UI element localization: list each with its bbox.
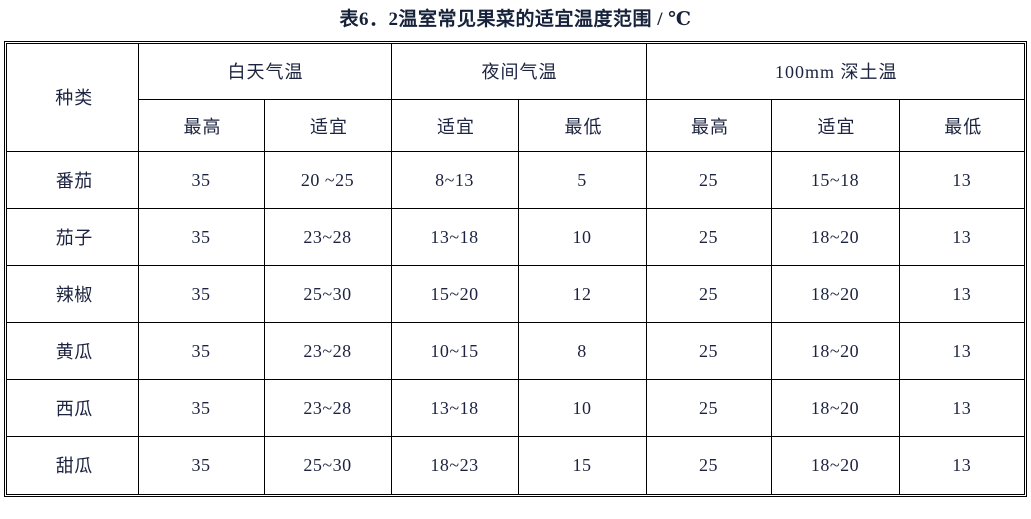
table-row: 番茄 35 20 ~25 8~13 5 25 15~18 13 [7,151,1024,210]
cell-kind: 番茄 [7,151,139,210]
cell-soil-max: 25 [645,436,772,494]
cell-night-optimal: 18~23 [390,436,519,494]
cell-soil-optimal: 18~20 [770,208,900,267]
cell-soil-min: 13 [898,208,1024,267]
cell-night-min: 15 [517,436,647,494]
cell-daytime-optimal: 23~28 [263,379,392,438]
header-sub-soil-optimal: 适宜 [770,99,900,153]
temperature-range-table: 种类 白天气温 夜间气温 100mm 深土温 最高 适宜 适宜 最低 最高 适宜… [7,43,1024,494]
cell-night-min: 12 [517,265,647,324]
cell-soil-max: 25 [645,379,772,438]
cell-soil-min: 13 [898,265,1024,324]
cell-soil-max: 25 [645,208,772,267]
header-group-soil-temp: 100mm 深土温 [645,43,1024,101]
table-title: 表6．2温室常见果菜的适宜温度范围 / ℃ [339,9,692,30]
cell-daytime-max: 35 [137,265,265,324]
cell-soil-min: 13 [898,322,1024,381]
header-kind: 种类 [7,43,139,153]
cell-soil-optimal: 15~18 [770,151,900,210]
table-row: 西瓜 35 23~28 13~18 10 25 18~20 13 [7,379,1024,438]
header-row-groups: 种类 白天气温 夜间气温 100mm 深土温 [7,43,1024,153]
cell-night-min: 8 [517,322,647,381]
cell-night-optimal: 13~18 [390,379,519,438]
table-body: 番茄 35 20 ~25 8~13 5 25 15~18 13 茄子 35 23… [7,151,1024,494]
cell-soil-min: 13 [898,436,1024,494]
header-group-night-air-temp: 夜间气温 [390,43,647,101]
cell-night-min: 10 [517,208,647,267]
cell-kind: 黄瓜 [7,322,139,381]
cell-night-optimal: 13~18 [390,208,519,267]
table-row: 甜瓜 35 25~30 18~23 15 25 18~20 13 [7,436,1024,494]
cell-daytime-max: 35 [137,208,265,267]
cell-night-optimal: 15~20 [390,265,519,324]
table-row: 黄瓜 35 23~28 10~15 8 25 18~20 13 [7,322,1024,381]
cell-daytime-optimal: 23~28 [263,208,392,267]
cell-soil-optimal: 18~20 [770,379,900,438]
table-row: 辣椒 35 25~30 15~20 12 25 18~20 13 [7,265,1024,324]
header-sub-night-optimal: 适宜 [390,99,519,153]
cell-daytime-optimal: 25~30 [263,265,392,324]
cell-kind: 甜瓜 [7,436,139,494]
cell-daytime-optimal: 20 ~25 [263,151,392,210]
cell-soil-min: 13 [898,379,1024,438]
cell-daytime-optimal: 23~28 [263,322,392,381]
cell-kind: 辣椒 [7,265,139,324]
cell-soil-max: 25 [645,265,772,324]
cell-night-min: 5 [517,151,647,210]
cell-kind: 西瓜 [7,379,139,438]
header-group-daytime-air-temp: 白天气温 [137,43,392,101]
header-sub-night-min: 最低 [517,99,647,153]
header-sub-soil-min: 最低 [898,99,1024,153]
header-sub-daytime-optimal: 适宜 [263,99,392,153]
cell-daytime-max: 35 [137,436,265,494]
cell-soil-optimal: 18~20 [770,265,900,324]
cell-daytime-max: 35 [137,379,265,438]
header-sub-soil-max: 最高 [645,99,772,153]
cell-daytime-max: 35 [137,322,265,381]
cell-daytime-optimal: 25~30 [263,436,392,494]
header-sub-daytime-max: 最高 [138,99,265,153]
cell-daytime-max: 35 [137,151,265,210]
cell-night-optimal: 10~15 [390,322,519,381]
cell-soil-max: 25 [645,322,772,381]
table-header: 种类 白天气温 夜间气温 100mm 深土温 最高 适宜 适宜 最低 最高 适宜… [7,43,1024,153]
cell-night-min: 10 [517,379,647,438]
cell-soil-min: 13 [898,151,1024,210]
table-row: 茄子 35 23~28 13~18 10 25 18~20 13 [7,208,1024,267]
cell-soil-optimal: 18~20 [770,322,900,381]
cell-soil-max: 25 [645,151,772,210]
cell-soil-optimal: 18~20 [770,436,900,494]
header-row-subcolumns: 最高 适宜 适宜 最低 最高 适宜 最低 [7,99,1024,153]
table-container: 种类 白天气温 夜间气温 100mm 深土温 最高 适宜 适宜 最低 最高 适宜… [4,40,1027,497]
cell-kind: 茄子 [7,208,139,267]
cell-night-optimal: 8~13 [390,151,519,210]
